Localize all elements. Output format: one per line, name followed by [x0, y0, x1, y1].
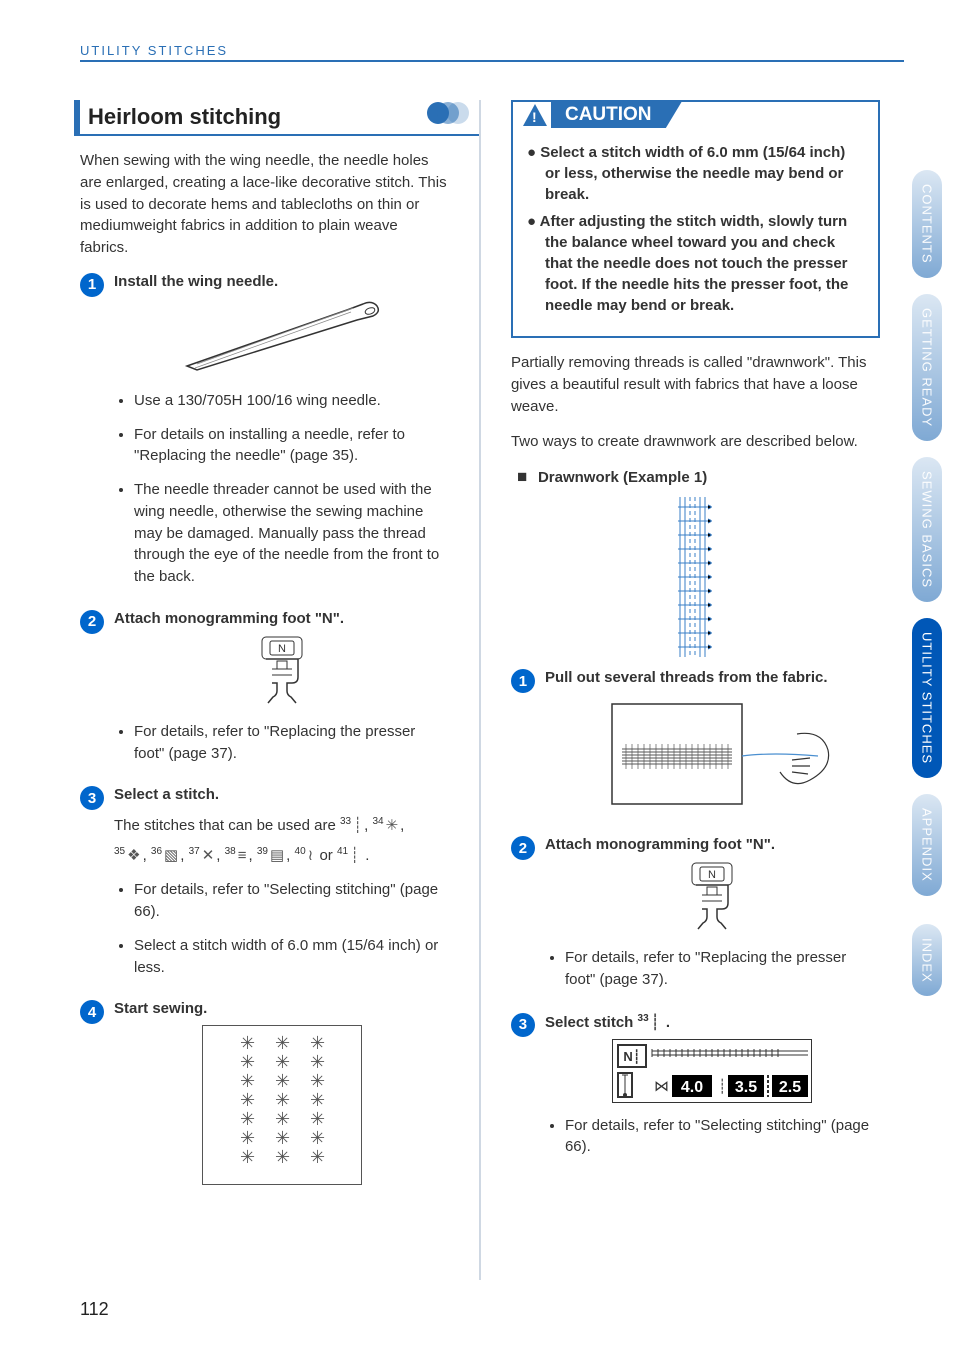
step-title: Pull out several threads from the fabric… [545, 669, 880, 686]
tab-appendix[interactable]: APPENDIX [912, 794, 942, 896]
svg-text:N: N [709, 869, 717, 881]
step-title: Select stitch 33┊ . [545, 1013, 880, 1031]
list-item: Select a stitch width of 6.0 mm (15/64 i… [134, 935, 449, 979]
heading-pills [439, 102, 469, 124]
list-item: For details, refer to "Selecting stitchi… [134, 879, 449, 923]
header-section-label: UTILITY STITCHES [80, 43, 228, 58]
step-2-bullets: For details, refer to "Replacing the pre… [545, 947, 880, 991]
step-3-bullets: For details, refer to "Selecting stitchi… [545, 1115, 880, 1159]
right-step-1: 1 Pull out several threads from the fabr… [511, 669, 880, 826]
step-2-bullets: For details, refer to "Replacing the pre… [114, 721, 449, 765]
caution-box: ! CAUTION Select a stitch width of 6.0 m… [511, 100, 880, 338]
step-number-badge: 1 [80, 273, 104, 297]
list-item: For details, refer to "Selecting stitchi… [565, 1115, 880, 1159]
list-item: Select a stitch width of 6.0 mm (15/64 i… [527, 142, 864, 205]
step-3-bullets: For details, refer to "Selecting stitchi… [114, 879, 449, 978]
svg-text:2.5: 2.5 [779, 1079, 801, 1096]
step-title: Attach monogramming foot "N". [114, 610, 449, 627]
svg-text:N: N [278, 643, 286, 655]
list-item: For details on installing a needle, refe… [134, 424, 449, 468]
step-1: 1 Install the wing needle. Use a 130/705… [80, 273, 449, 600]
caution-header: ! CAUTION [513, 102, 878, 132]
page-number: 112 [80, 1299, 109, 1320]
step-number-badge: 2 [80, 610, 104, 634]
section-heading: Heirloom stitching [80, 100, 449, 136]
list-item: The needle threader cannot be used with … [134, 479, 449, 588]
caution-items: Select a stitch width of 6.0 mm (15/64 i… [527, 142, 864, 316]
step-number-badge: 2 [511, 836, 535, 860]
step-2: 2 Attach monogramming foot "N". N [80, 610, 449, 777]
heading-underline [74, 134, 479, 136]
stitch-result-figure: ✳✳✳✳✳✳✳ ✳✳✳✳✳✳✳ ✳✳✳✳✳✳✳ [114, 1025, 449, 1185]
right-step-2: 2 Attach monogramming foot "N". N [511, 836, 880, 1003]
tab-sewing-basics[interactable]: SEWING BASICS [912, 457, 942, 602]
svg-text:┊: ┊ [718, 1078, 726, 1094]
step-title: Select a stitch. [114, 786, 449, 803]
tab-contents[interactable]: CONTENTS [912, 170, 942, 278]
page-header: UTILITY STITCHES [80, 42, 904, 72]
column-divider [479, 100, 481, 1280]
svg-text:4.0: 4.0 [681, 1079, 703, 1096]
list-item: For details, refer to "Replacing the pre… [565, 947, 880, 991]
left-column: Heirloom stitching When sewing with the … [80, 100, 449, 1280]
right-step-3: 3 Select stitch 33┊ . N┊ [511, 1013, 880, 1171]
step-number-badge: 4 [80, 1000, 104, 1024]
lcd-display-figure: N┊ [545, 1039, 880, 1103]
list-item: After adjusting the stitch width, slowly… [527, 211, 864, 316]
presser-foot-figure: N [545, 861, 880, 935]
side-navigation: CONTENTS GETTING READY SEWING BASICS UTI… [912, 170, 942, 1012]
step-3: 3 Select a stitch. The stitches that can… [80, 786, 449, 990]
header-rule [80, 60, 904, 62]
step-4: 4 Start sewing. ✳✳✳✳✳✳✳ ✳✳✳✳✳✳✳ ✳✳✳✳✳✳✳ [80, 1000, 449, 1197]
step-title: Attach monogramming foot "N". [545, 836, 880, 853]
pull-threads-figure [545, 694, 880, 814]
tab-index[interactable]: INDEX [912, 924, 942, 997]
drawnwork-intro: Partially removing threads is called "dr… [511, 352, 880, 417]
stitch-selection-text: The stitches that can be used are 33┊, 3… [114, 811, 449, 871]
caution-label: CAUTION [551, 102, 682, 128]
heading-accent [74, 100, 80, 136]
step-1-bullets: Use a 130/705H 100/16 wing needle. For d… [114, 390, 449, 588]
warning-icon-mark: ! [532, 109, 537, 125]
heading-text: Heirloom stitching [88, 104, 281, 130]
right-column: ! CAUTION Select a stitch width of 6.0 m… [511, 100, 880, 1280]
step-number-badge: 3 [511, 1013, 535, 1037]
list-item: Use a 130/705H 100/16 wing needle. [134, 390, 449, 412]
tab-utility-stitches[interactable]: UTILITY STITCHES [912, 618, 942, 778]
presser-foot-figure: N [114, 635, 449, 709]
intro-paragraph: When sewing with the wing needle, the ne… [80, 150, 449, 259]
example-heading: Drawnwork (Example 1) [511, 467, 880, 487]
drawnwork-figure [511, 497, 880, 657]
list-item: For details, refer to "Replacing the pre… [134, 721, 449, 765]
step-title: Install the wing needle. [114, 273, 449, 290]
wing-needle-figure [114, 298, 449, 378]
step-number-badge: 3 [80, 786, 104, 810]
drawnwork-intro-2: Two ways to create drawnwork are describ… [511, 431, 880, 453]
svg-text:⋈: ⋈ [654, 1078, 669, 1095]
svg-text:N┊: N┊ [624, 1049, 641, 1064]
svg-text:3.5: 3.5 [735, 1079, 757, 1096]
tab-getting-ready[interactable]: GETTING READY [912, 294, 942, 441]
step-number-badge: 1 [511, 669, 535, 693]
step-title: Start sewing. [114, 1000, 449, 1017]
